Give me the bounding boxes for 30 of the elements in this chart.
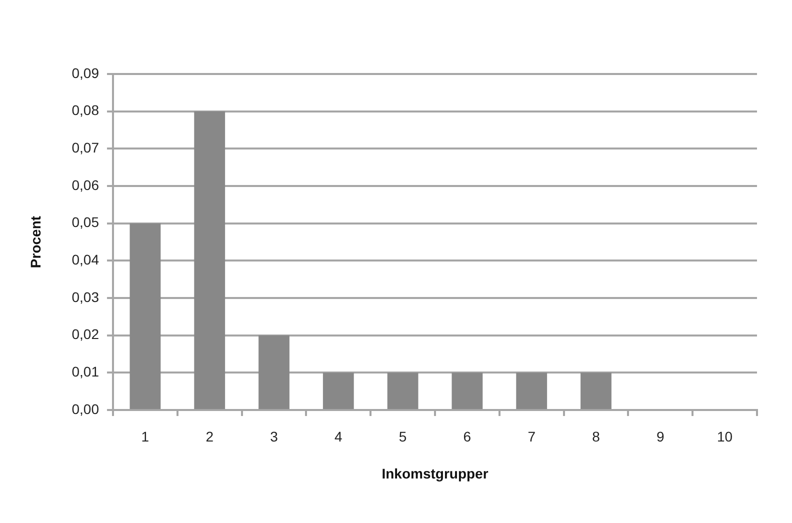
y-tick-label: 0,04 — [72, 252, 100, 268]
x-tick-label: 5 — [398, 428, 407, 444]
y-tick-label: 0,09 — [72, 64, 100, 81]
y-tick-label: 0,07 — [72, 140, 100, 156]
x-tick-label: 8 — [592, 428, 600, 444]
y-tick-label: 0,03 — [72, 288, 100, 305]
y-tick-label: 0,05 — [72, 214, 100, 230]
bar — [452, 372, 483, 409]
x-tick-label: 2 — [206, 428, 214, 444]
y-tick-label: 0,01 — [72, 364, 100, 380]
bar — [580, 372, 612, 409]
y-tick-label: 0,00 — [72, 400, 100, 417]
x-tick-label: 3 — [270, 428, 278, 444]
x-tick-label: 1 — [141, 428, 150, 444]
x-tick-label: 10 — [717, 428, 733, 444]
x-axis-title: Inkomstgrupper — [382, 465, 489, 482]
y-tick-label: 0,06 — [72, 176, 100, 193]
x-tick-label: 4 — [334, 428, 342, 444]
x-tick-label: 7 — [528, 428, 536, 444]
bar — [130, 223, 161, 409]
y-axis-title: Procent — [27, 216, 44, 268]
y-tick-label: 0,02 — [72, 326, 100, 342]
x-tick-label: 9 — [656, 428, 664, 444]
x-tick-label: 6 — [463, 428, 472, 444]
y-tick-label: 0,08 — [72, 102, 100, 118]
bar — [387, 372, 418, 409]
bar — [194, 111, 226, 409]
bar — [322, 372, 354, 409]
bar — [516, 372, 548, 409]
bar — [258, 335, 290, 409]
